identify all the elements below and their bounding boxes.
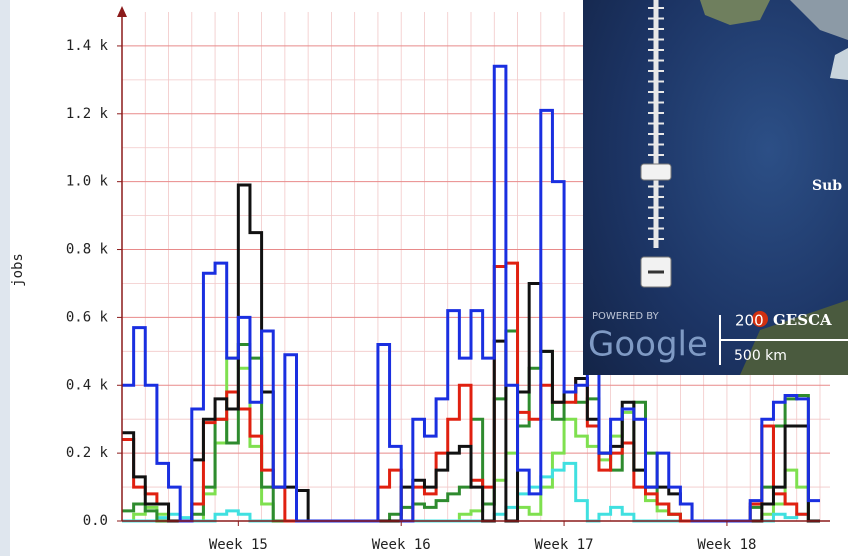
zoom-handle[interactable] xyxy=(641,164,671,180)
y-tick-label: 0.8 k xyxy=(66,242,109,258)
page: {"chart_data": {"type": "step", "ylabel"… xyxy=(0,0,848,556)
y-tick-label: 0.4 k xyxy=(66,377,109,393)
map-attribution: POWERED BY xyxy=(592,311,660,322)
x-tick-label: Week 18 xyxy=(697,537,756,553)
y-tick-label: 1.0 k xyxy=(66,174,109,190)
y-tick-label: 0.2 k xyxy=(66,445,109,461)
map-overlay[interactable]: Sub POWERED BY Google 200 GESCA 500 km xyxy=(583,0,848,375)
y-axis-label: jobs xyxy=(10,253,26,287)
map-place: Sub xyxy=(812,178,842,194)
screenshot: jobs 0.0 0.2 k 0.4 k 0.6 k 0.8 k 1.0 k 1.2 k 1.… xyxy=(0,0,848,556)
y-tick-label: 0.6 k xyxy=(66,309,109,325)
overlay-text: GESCA xyxy=(773,311,832,329)
y-tick-label: 1.2 k xyxy=(66,106,109,122)
google-logo: Google xyxy=(588,325,708,365)
scale-label: 500 km xyxy=(734,348,787,364)
y-tick-label: 1.4 k xyxy=(66,38,109,54)
y-tick-label: 0.0 xyxy=(83,513,108,529)
scale-marker: 200 xyxy=(735,312,764,330)
x-tick-label: Week 15 xyxy=(209,537,268,553)
x-tick-label: Week 16 xyxy=(372,537,431,553)
x-tick-label: Week 17 xyxy=(535,537,594,553)
